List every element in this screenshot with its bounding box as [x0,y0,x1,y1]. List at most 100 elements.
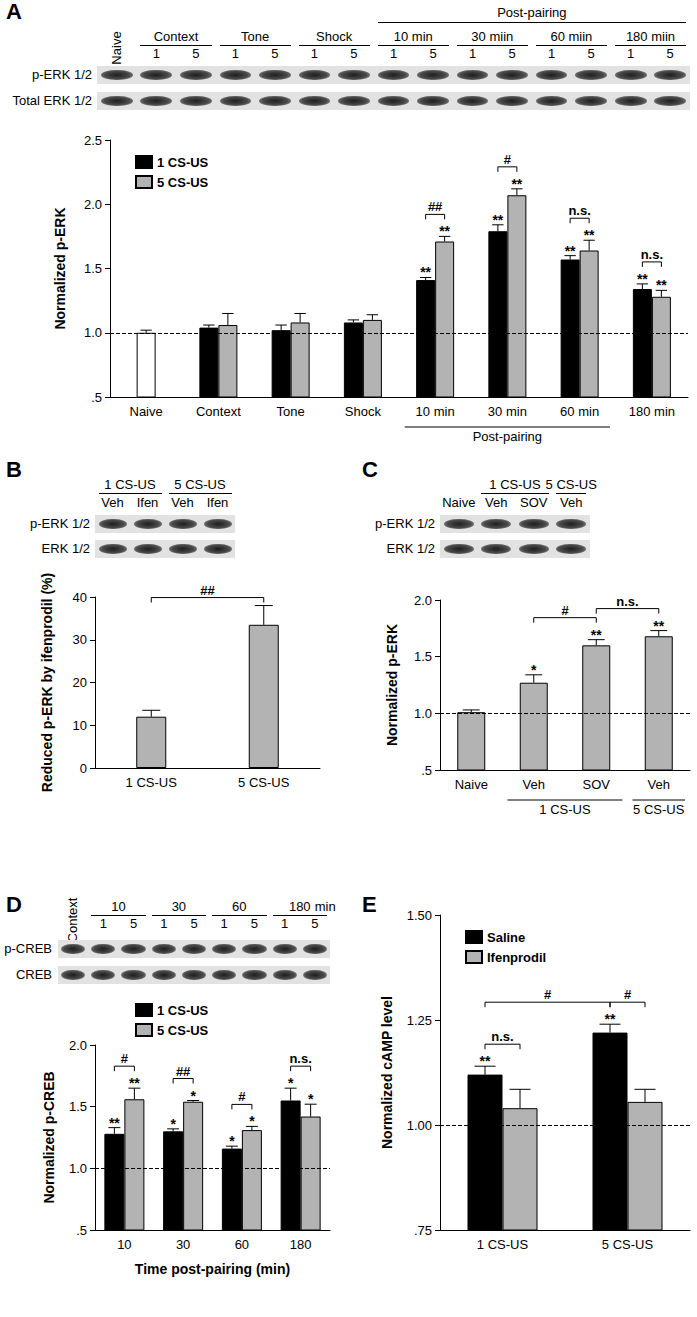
svg-text:**: ** [605,1011,616,1027]
svg-text:1 CS-US: 1 CS-US [157,155,209,170]
svg-text:Saline: Saline [487,930,525,945]
svg-text:**: ** [480,1053,491,1069]
svg-text:Normalized p-CREB: Normalized p-CREB [41,1071,57,1203]
svg-text:**: ** [584,227,595,243]
svg-text:2.5: 2.5 [84,133,102,148]
svg-text:Context: Context [196,404,241,419]
svg-text:180 min: 180 min [629,404,675,419]
svg-text:1 CS-US: 1 CS-US [477,1237,529,1252]
svg-text:**: ** [637,271,648,287]
svg-text:.5: .5 [91,390,102,405]
svg-text:1.00: 1.00 [407,1118,432,1133]
svg-text:.5: .5 [76,1223,87,1238]
svg-text:**: ** [439,223,450,239]
svg-text:**: ** [653,618,664,634]
svg-text:5 CS-US: 5 CS-US [157,175,209,190]
svg-text:Normalized cAMP level: Normalized cAMP level [379,996,395,1149]
svg-text:Naive: Naive [455,777,488,792]
svg-text:n.s.: n.s. [289,1051,311,1066]
svg-text:1.5: 1.5 [414,649,432,664]
svg-text:Veh: Veh [648,777,670,792]
svg-text:30: 30 [176,1237,190,1252]
html-text:Naive: Naive [108,31,124,65]
html-text:Tone: Tone [241,29,270,44]
svg-text:30 min: 30 min [488,404,527,419]
svg-text:180: 180 [290,1237,312,1252]
svg-text:**: ** [420,264,431,280]
svg-text:**: ** [565,243,576,259]
svg-text:**: ** [129,1075,140,1091]
svg-text:1.0: 1.0 [84,325,102,340]
svg-text:10 min: 10 min [416,404,455,419]
svg-text:10: 10 [73,718,87,733]
svg-text:**: ** [591,627,602,643]
svg-text:#: # [624,987,632,1002]
svg-text:0: 0 [80,761,87,776]
svg-text:60: 60 [235,1237,249,1252]
svg-text:SOV: SOV [583,777,611,792]
svg-text:5 CS-US: 5 CS-US [602,1237,654,1252]
svg-text:*: * [288,1075,294,1091]
html-text:B: B [6,457,22,482]
svg-text:**: ** [511,176,522,192]
svg-text:1 CS-US: 1 CS-US [126,775,178,790]
svg-text:#: # [238,1089,246,1104]
svg-text:5 CS-US: 5 CS-US [633,802,685,817]
svg-text:*: * [229,1133,235,1149]
svg-text:1.5: 1.5 [69,1099,87,1114]
svg-text:1 CS-US: 1 CS-US [539,802,591,817]
svg-text:2.0: 2.0 [69,1038,87,1053]
svg-text:1.50: 1.50 [407,908,432,923]
svg-text:n.s.: n.s. [641,247,663,262]
svg-text:Shock: Shock [345,404,382,419]
svg-text:#: # [544,987,552,1002]
svg-text:40: 40 [73,590,87,605]
svg-text:60 min: 60 min [560,404,599,419]
html-text:D: D [6,892,22,917]
svg-text:Normalized p-ERK: Normalized p-ERK [384,624,400,746]
svg-text:#: # [561,603,569,618]
svg-text:#: # [121,1051,129,1066]
svg-text:1.0: 1.0 [69,1161,87,1176]
svg-text:Reduced p-ERK by ifenprodil (%: Reduced p-ERK by ifenprodil (%) [39,573,55,792]
svg-text:n.s.: n.s. [491,1029,513,1044]
svg-text:1.25: 1.25 [407,1013,432,1028]
svg-text:5 CS-US: 5 CS-US [238,775,290,790]
svg-text:.75: .75 [414,1223,432,1238]
svg-text:30: 30 [73,632,87,647]
svg-text:*: * [190,1088,196,1104]
html-text:Context: Context [153,29,199,44]
svg-text:Veh: Veh [523,777,545,792]
svg-text:##: ## [200,583,215,598]
svg-text:20: 20 [73,675,87,690]
svg-text:*: * [249,1113,255,1129]
svg-text:5 CS-US: 5 CS-US [157,1023,209,1038]
svg-text:*: * [170,1116,176,1132]
svg-text:Tone: Tone [277,404,305,419]
svg-text:*: * [531,662,537,678]
svg-text:.5: .5 [421,763,432,778]
svg-text:n.s.: n.s. [568,203,590,218]
svg-text:n.s.: n.s. [616,594,638,609]
svg-text:Ifenprodil: Ifenprodil [487,950,546,965]
svg-text:1.0: 1.0 [414,706,432,721]
svg-text:**: ** [656,277,667,293]
svg-text:#: # [504,152,512,167]
svg-text:1.5: 1.5 [84,261,102,276]
html-text:A: A [6,0,22,24]
svg-text:##: ## [428,199,443,214]
svg-text:2.0: 2.0 [84,197,102,212]
svg-text:##: ## [176,1064,191,1079]
svg-text:Time post-pairing (min): Time post-pairing (min) [135,1261,290,1277]
svg-text:**: ** [109,1115,120,1131]
svg-text:10: 10 [117,1237,131,1252]
svg-text:1 CS-US: 1 CS-US [157,1003,209,1018]
html-text:C: C [362,457,378,482]
svg-text:2.0: 2.0 [414,593,432,608]
svg-text:Naive: Naive [130,404,163,419]
svg-text:**: ** [492,212,503,228]
html-text:Context: Context [65,897,81,943]
svg-text:Post-pairing: Post-pairing [473,429,542,444]
svg-text:*: * [308,1091,314,1107]
svg-text:Normalized p-ERK: Normalized p-ERK [52,207,68,329]
